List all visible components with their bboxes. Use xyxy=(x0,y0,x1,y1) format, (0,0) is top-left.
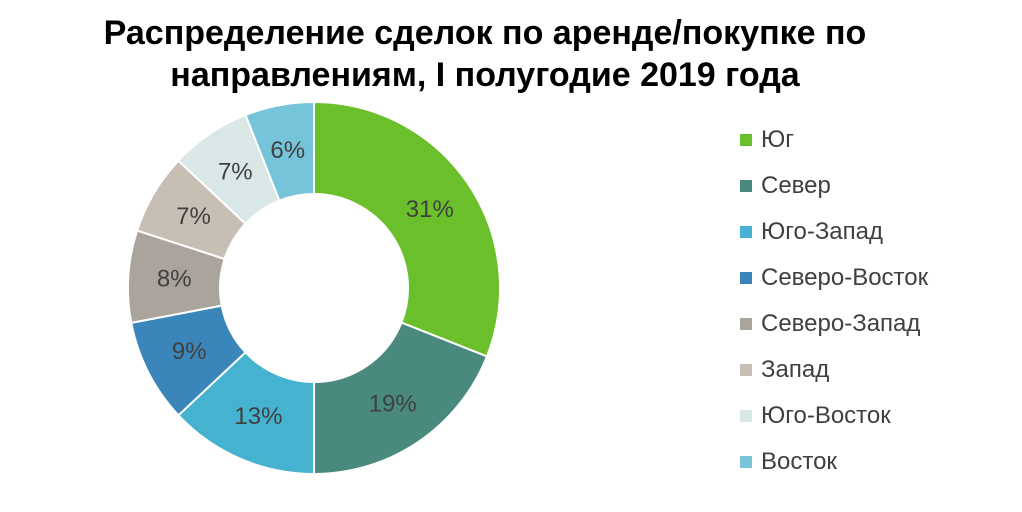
chart-legend: Юг Север Юго-Запад Северо-Восток Северо-Запа… xyxy=(740,117,928,485)
slice-label-4: 8% xyxy=(157,266,192,293)
legend-item-7: Восток xyxy=(740,439,928,485)
legend-item-0: Юг xyxy=(740,117,928,163)
slice-0 xyxy=(313,100,501,358)
legend-swatch-3 xyxy=(740,272,752,284)
slice-label-7: 6% xyxy=(270,137,305,164)
slice-label-3: 9% xyxy=(172,338,207,365)
legend-item-5: Запад xyxy=(740,347,928,393)
slice-7 xyxy=(244,100,315,202)
legend-label-7: Восток xyxy=(761,448,837,475)
chart-title: Распределение сделок по аренде/покупке п… xyxy=(20,12,950,96)
slice-label-0: 31% xyxy=(406,196,454,223)
legend-swatch-0 xyxy=(740,134,752,146)
legend-label-2: Юго-Запад xyxy=(761,218,884,245)
slice-label-6: 7% xyxy=(218,159,253,186)
legend-item-3: Северо-Восток xyxy=(740,255,928,301)
legend-swatch-2 xyxy=(740,226,752,238)
legend-item-6: Юго-Восток xyxy=(740,393,928,439)
legend-item-1: Север xyxy=(740,163,928,209)
slice-1 xyxy=(313,321,489,476)
legend-item-2: Юго-Запад xyxy=(740,209,928,255)
legend-label-1: Север xyxy=(761,172,831,199)
legend-label-6: Юго-Восток xyxy=(761,402,891,429)
legend-label-3: Северо-Восток xyxy=(761,264,929,291)
legend-label-5: Запад xyxy=(761,356,830,383)
legend-swatch-7 xyxy=(740,456,752,468)
slice-label-1: 19% xyxy=(369,390,417,417)
legend-swatch-6 xyxy=(740,410,752,422)
legend-label-4: Северо-Запад xyxy=(761,310,921,337)
legend-swatch-1 xyxy=(740,180,752,192)
chart-title-line-1: Распределение сделок по аренде/покупке п… xyxy=(103,14,867,52)
legend-swatch-4 xyxy=(740,318,752,330)
slice-label-5: 7% xyxy=(176,203,211,230)
legend-item-4: Северо-Запад xyxy=(740,301,928,347)
chart-title-line-2: направлениям, I полугодие 2019 года xyxy=(170,56,800,94)
slice-label-2: 13% xyxy=(234,403,282,430)
legend-swatch-5 xyxy=(740,364,752,376)
legend-label-0: Юг xyxy=(761,126,794,153)
